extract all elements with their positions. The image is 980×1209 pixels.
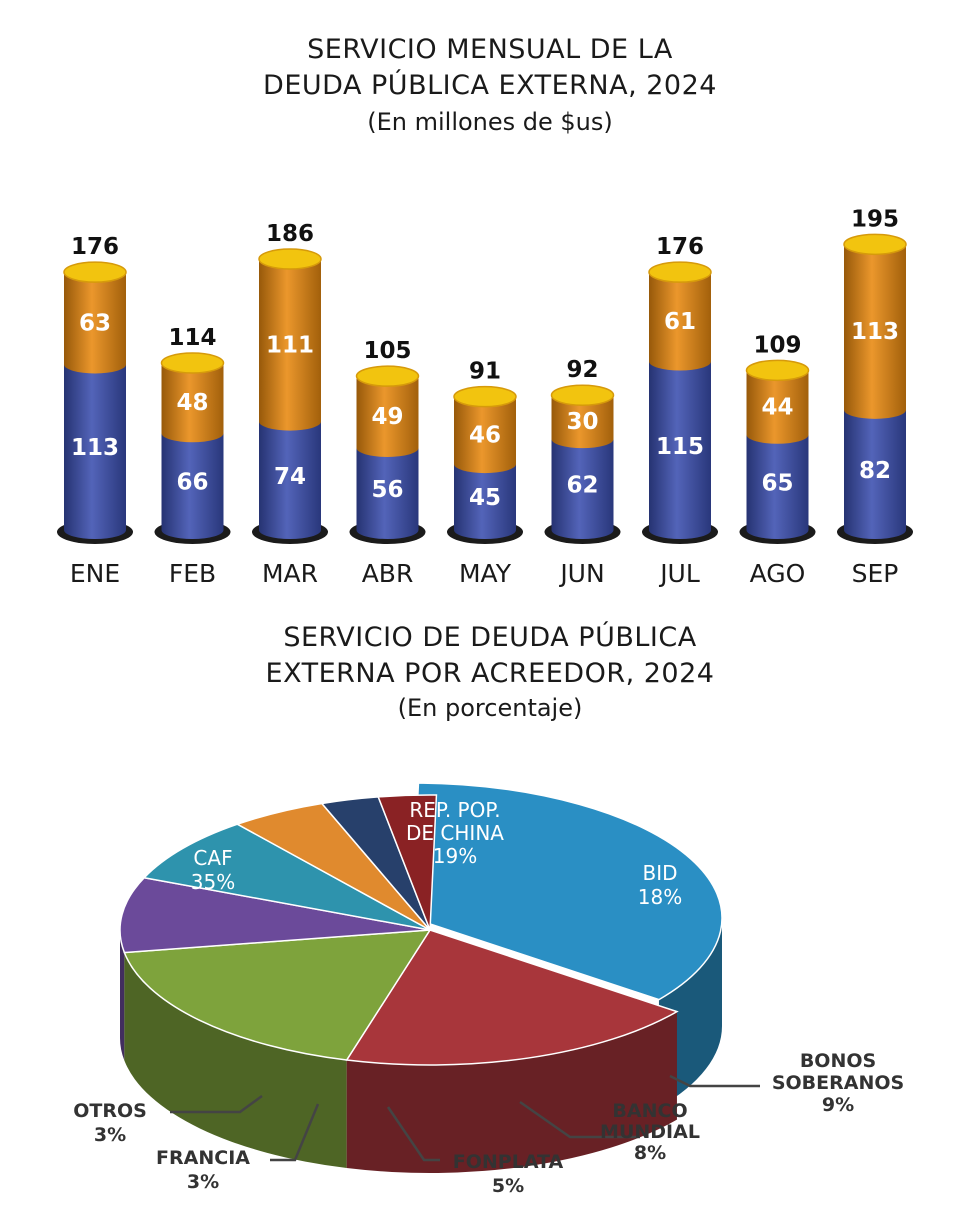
bar-segment-top bbox=[64, 272, 126, 374]
bar-cap bbox=[843, 233, 907, 256]
bar-value-label: 49 bbox=[371, 404, 403, 430]
pie-slice bbox=[411, 782, 723, 1001]
x-tick-label: ABR bbox=[362, 559, 414, 588]
bar-total-label: 186 bbox=[266, 221, 314, 247]
bar-value-label: 82 bbox=[859, 458, 891, 484]
bar-value-label: 46 bbox=[469, 422, 501, 448]
pie-label-francia: FRANCIA 3% bbox=[156, 1147, 250, 1193]
pie-slice bbox=[123, 929, 432, 1061]
bar-segment-top bbox=[161, 362, 224, 443]
bar-total-label: 176 bbox=[656, 234, 704, 260]
pie-label-bonos: BONOS SOBERANOS 9% bbox=[772, 1050, 904, 1116]
bar-segment-bottom bbox=[64, 364, 126, 539]
bar-value-label: 111 bbox=[266, 332, 314, 358]
bar-value-label: 74 bbox=[274, 464, 306, 490]
bar-total-label: 92 bbox=[566, 357, 598, 383]
x-tick-label: ENE bbox=[70, 559, 120, 588]
bar-segment-bottom bbox=[649, 361, 711, 539]
bar-segment-top bbox=[356, 376, 419, 457]
x-tick-label: JUL bbox=[658, 559, 700, 588]
bar-segment-bottom bbox=[844, 409, 906, 539]
bar-segment-bottom bbox=[161, 433, 224, 539]
bar-chart-title-line2: DEUDA PÚBLICA EXTERNA, 2024 bbox=[263, 70, 717, 101]
pie-leader-line bbox=[669, 1074, 760, 1088]
pie-chart-title-line1: SERVICIO DE DEUDA PÚBLICA bbox=[283, 622, 697, 653]
pie-chart-title-line2: EXTERNA POR ACREEDOR, 2024 bbox=[265, 658, 715, 689]
x-tick-label: MAR bbox=[262, 559, 318, 588]
bar-value-label: 56 bbox=[371, 477, 403, 503]
bar-cap bbox=[63, 261, 127, 283]
bar-value-label: 113 bbox=[71, 435, 119, 461]
x-tick-label: FEB bbox=[169, 559, 216, 588]
pie-label-otros: OTROS 3% bbox=[73, 1100, 147, 1146]
x-tick-label: JUN bbox=[558, 559, 604, 588]
bar-segment-bottom bbox=[356, 447, 419, 539]
bar-total-label: 109 bbox=[753, 332, 801, 358]
bar-total-label: 114 bbox=[168, 325, 216, 351]
pie-slice-side bbox=[346, 1011, 677, 1173]
bar-value-label: 30 bbox=[566, 409, 598, 435]
bar-segment-top bbox=[746, 370, 809, 444]
bar-cap bbox=[648, 261, 712, 283]
bar-cap bbox=[453, 385, 517, 408]
pie-label-china: REP. POP. DE CHINA 19% bbox=[406, 798, 504, 868]
x-tick-label: SEP bbox=[852, 559, 899, 588]
bar-cap bbox=[745, 359, 810, 382]
pie-label-caf: CAF 35% bbox=[191, 846, 235, 894]
bar-value-label: 48 bbox=[176, 390, 208, 416]
bar-total-label: 195 bbox=[851, 206, 899, 232]
bar-total-label: 91 bbox=[469, 359, 501, 385]
pie-leader-line bbox=[170, 1094, 263, 1114]
stacked-bar-chart: 113 63 176 ENE 66 48 114 FEB 74 111 186 MAR 56 49 105 A… bbox=[57, 206, 913, 588]
bar-value-label: 115 bbox=[656, 434, 704, 460]
pie-slice bbox=[142, 823, 431, 931]
pie-label-fonplata: FONPLATA 5% bbox=[453, 1151, 564, 1197]
pie-leader-line bbox=[386, 1106, 440, 1162]
bar-segment-top bbox=[454, 396, 516, 474]
bar-total-label: 176 bbox=[71, 234, 119, 260]
pie-slice-side bbox=[120, 930, 125, 1061]
x-tick-label: MAY bbox=[459, 559, 512, 588]
pie-slice-side bbox=[124, 952, 347, 1169]
bar-segment-bottom bbox=[746, 434, 809, 539]
bar-cap bbox=[550, 384, 615, 406]
pie-leader-line bbox=[270, 1103, 320, 1162]
bar-value-label: 65 bbox=[761, 470, 793, 496]
bar-cap bbox=[160, 352, 225, 374]
bar-cap bbox=[355, 365, 420, 387]
bar-segment-top bbox=[259, 258, 321, 431]
bar-segment-top bbox=[844, 244, 906, 419]
bar-cap bbox=[258, 248, 322, 270]
bar-chart-subtitle: (En millones de $us) bbox=[367, 108, 613, 136]
pie-leader-line bbox=[519, 1100, 640, 1139]
bar-value-label: 113 bbox=[851, 319, 899, 345]
bar-total-label: 105 bbox=[363, 338, 411, 364]
bar-chart-title-line1: SERVICIO MENSUAL DE LA bbox=[307, 34, 673, 65]
pie-label-bid: BID 18% bbox=[638, 861, 682, 909]
bar-value-label: 62 bbox=[566, 473, 598, 499]
bar-segment-bottom bbox=[259, 421, 321, 539]
bar-value-label: 63 bbox=[79, 310, 111, 336]
pie-slice bbox=[119, 876, 431, 954]
bar-segment-top bbox=[551, 395, 614, 449]
pie-label-banco-mundial: BANCO MUNDIAL 8% bbox=[600, 1100, 700, 1164]
pie-slice bbox=[377, 794, 438, 931]
bar-segment-bottom bbox=[454, 464, 516, 539]
bar-value-label: 66 bbox=[176, 470, 208, 496]
bar-segment-top bbox=[649, 272, 711, 371]
bar-segment-bottom bbox=[551, 439, 614, 539]
x-tick-label: AGO bbox=[750, 559, 806, 588]
pie-chart-subtitle: (En porcentaje) bbox=[397, 694, 583, 722]
bar-value-label: 44 bbox=[761, 395, 793, 421]
bar-value-label: 45 bbox=[469, 485, 501, 511]
bar-value-label: 61 bbox=[664, 309, 696, 335]
pie-slice bbox=[345, 929, 679, 1066]
